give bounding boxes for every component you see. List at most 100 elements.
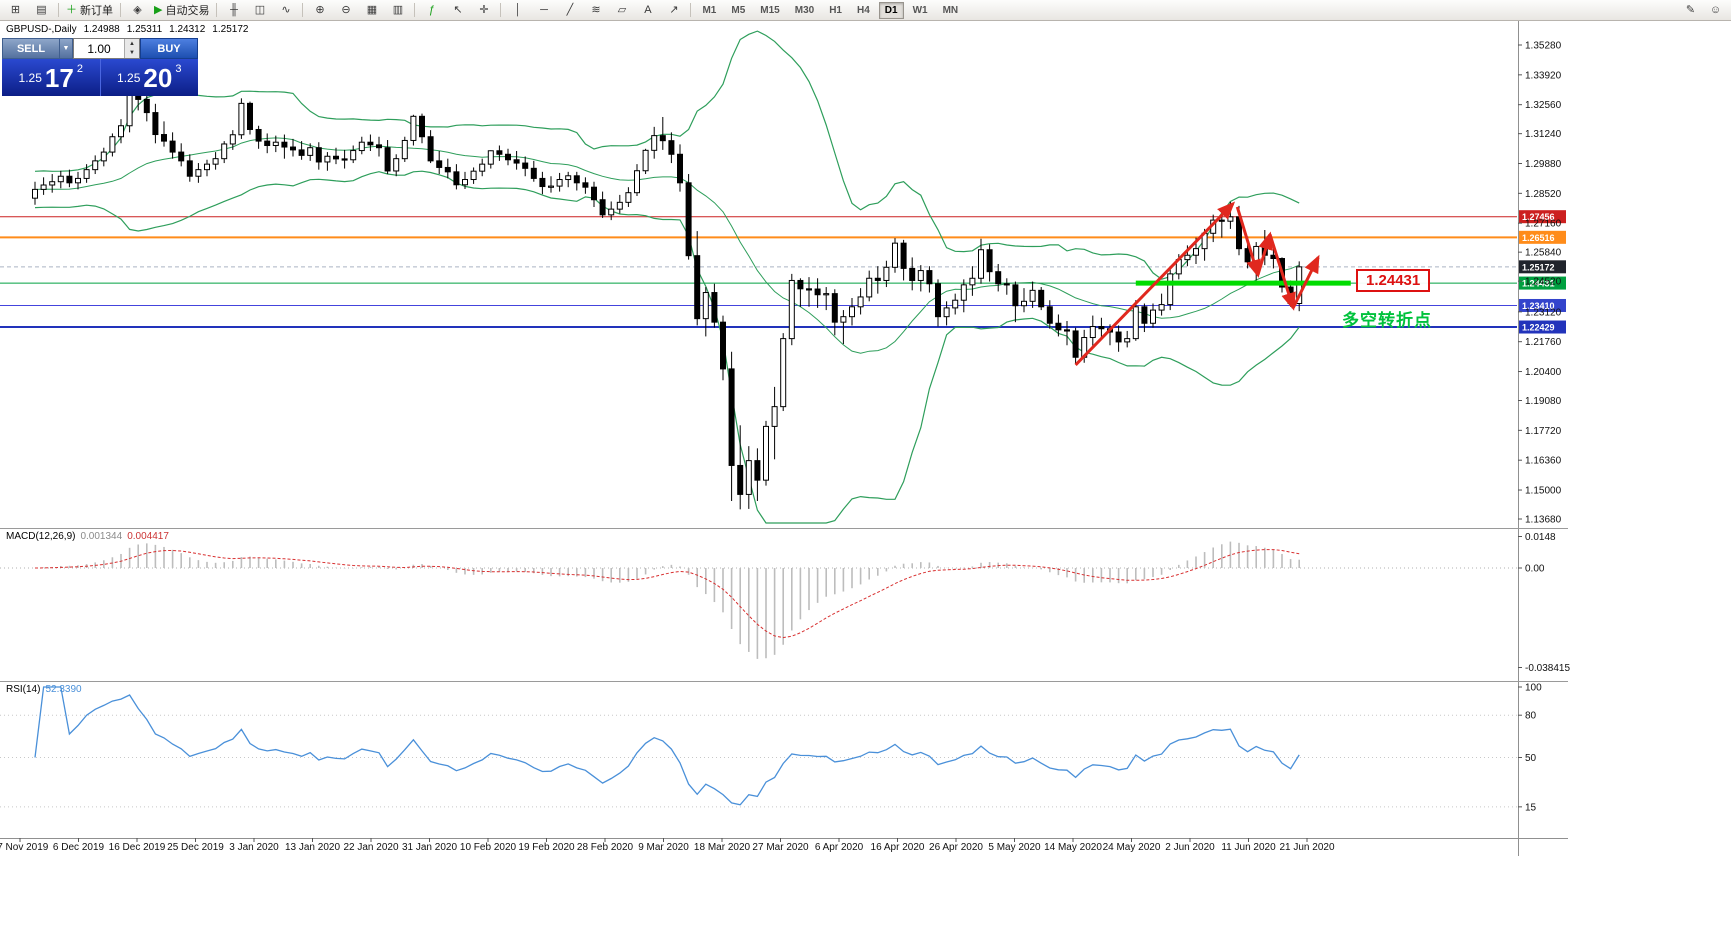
volume-up-button[interactable]: ▲	[125, 39, 139, 49]
quote-low: 1.24312	[169, 24, 206, 35]
fibonacci-icon[interactable]: ≋	[583, 2, 608, 19]
toolbar-separator	[690, 3, 692, 17]
svg-text:1.33920: 1.33920	[1525, 70, 1562, 81]
vertical-line-icon: │	[514, 3, 522, 16]
svg-text:11 Jun 2020: 11 Jun 2020	[1221, 842, 1276, 853]
svg-text:1.15000: 1.15000	[1525, 486, 1562, 497]
price-display: 1.25 17 2 1.25 20 3	[2, 59, 198, 96]
text-icon: A	[644, 3, 652, 16]
new-order-button-label: 新订单	[80, 5, 113, 17]
timeframe-m15[interactable]: M15	[760, 4, 780, 16]
svg-text:22 Jan 2020: 22 Jan 2020	[343, 842, 398, 853]
expert-advisors-icon: ◈	[133, 3, 142, 16]
arrows-icon[interactable]: ↗	[661, 2, 686, 19]
svg-text:100: 100	[1525, 683, 1542, 694]
order-type-dropdown[interactable]: ▼	[60, 38, 73, 59]
crosshair-icon[interactable]: ✛	[471, 2, 496, 19]
cascade-windows-icon: ▥	[392, 3, 404, 16]
autotrading-button[interactable]: ▶ 自动交易	[151, 2, 212, 19]
text-icon[interactable]: A	[635, 2, 660, 19]
buy-price-point: 3	[175, 63, 182, 75]
toolbar-right-icons: ✎ ☺	[1678, 2, 1728, 19]
autotrading-button-label: 自动交易	[165, 5, 210, 17]
timeframe-m30[interactable]: M30	[794, 4, 815, 16]
smiley-icon: ☺	[1709, 3, 1722, 16]
candlestick-icon[interactable]: ◫	[247, 2, 272, 19]
vertical-line-icon[interactable]: │	[505, 2, 530, 19]
timeframe-w1[interactable]: W1	[912, 4, 928, 16]
timeframe-h1[interactable]: H1	[829, 4, 842, 16]
price-level-annotation[interactable]: 1.24431	[1356, 269, 1431, 292]
timeframe-h4[interactable]: H4	[856, 4, 870, 16]
line-chart-icon[interactable]: ∿	[273, 2, 298, 19]
svg-text:1.24431: 1.24431	[1522, 279, 1555, 289]
pencil-icon: ✎	[1685, 3, 1696, 16]
svg-text:25 Dec 2019: 25 Dec 2019	[167, 842, 224, 853]
indicators-icon: ƒ	[428, 3, 436, 16]
new-chart-icon: ⊞	[10, 3, 21, 16]
buy-price-big-figure: 1.25	[117, 70, 141, 85]
rsi-label: RSI(14)	[6, 684, 41, 695]
timeframe-m1[interactable]: M1	[702, 4, 717, 16]
svg-text:21 Jun 2020: 21 Jun 2020	[1279, 842, 1334, 853]
svg-text:0.00: 0.00	[1525, 564, 1545, 575]
shapes-icon[interactable]: ▱	[609, 2, 634, 19]
macd-signal-value: 0.004417	[127, 531, 169, 542]
svg-text:18 Mar 2020: 18 Mar 2020	[694, 842, 751, 853]
trendline-icon[interactable]: ╱	[557, 2, 582, 19]
ohlc-bars-icon[interactable]: ╫	[221, 2, 246, 19]
profiles-icon: ▤	[36, 3, 47, 16]
chart-quote-line: GBPUSD-,Daily 1.24988 1.25311 1.24312 1.…	[6, 24, 248, 35]
sell-button[interactable]: SELL	[2, 38, 60, 59]
tile-windows-icon[interactable]: ▦	[359, 2, 384, 19]
svg-text:1.28520: 1.28520	[1525, 189, 1562, 200]
svg-text:14 May 2020: 14 May 2020	[1044, 842, 1102, 853]
timeframe-mn[interactable]: MN	[942, 4, 959, 16]
zoom-in-icon[interactable]: ⊕	[307, 2, 332, 19]
svg-text:1.22429: 1.22429	[1522, 323, 1555, 333]
macd-main-value: 0.001344	[80, 531, 123, 542]
volume-down-button[interactable]: ▼	[125, 48, 139, 58]
expert-advisors-icon[interactable]: ◈	[125, 2, 150, 19]
svg-text:1.31240: 1.31240	[1525, 129, 1562, 140]
indicators-icon[interactable]: ƒ	[419, 2, 444, 19]
smiley-icon[interactable]: ☺	[1703, 2, 1728, 19]
volume-input[interactable]	[74, 39, 124, 58]
svg-text:26 Apr 2020: 26 Apr 2020	[929, 842, 983, 853]
buy-price[interactable]: 1.25 20 3	[101, 59, 199, 96]
svg-text:10 Feb 2020: 10 Feb 2020	[460, 842, 517, 853]
new-chart-icon[interactable]: ⊞	[3, 2, 28, 19]
svg-text:24 May 2020: 24 May 2020	[1103, 842, 1161, 853]
profiles-icon[interactable]: ▤	[29, 2, 54, 19]
svg-text:1.27456: 1.27456	[1522, 212, 1555, 222]
zoom-out-icon[interactable]: ⊖	[333, 2, 358, 19]
quote-open: 1.24988	[83, 24, 120, 35]
cascade-windows-icon[interactable]: ▥	[385, 2, 410, 19]
horizontal-line-icon[interactable]: ─	[531, 2, 556, 19]
buy-button[interactable]: BUY	[140, 38, 198, 59]
sell-price-point: 2	[76, 63, 83, 75]
new-order-button[interactable]: ＋新订单	[63, 2, 116, 19]
timeframe-m5[interactable]: M5	[731, 4, 746, 16]
shapes-icon: ▱	[617, 3, 627, 16]
autotrading-icon: ▶	[154, 3, 163, 16]
zoom-in-icon: ⊕	[315, 3, 325, 16]
svg-text:80: 80	[1525, 711, 1537, 722]
pivot-point-annotation[interactable]: 多空转折点	[1342, 311, 1432, 330]
fibonacci-icon: ≋	[591, 3, 601, 16]
pencil-icon[interactable]: ✎	[1678, 2, 1703, 19]
svg-text:1.25172: 1.25172	[1522, 262, 1555, 272]
buy-price-pips: 20	[143, 62, 173, 93]
svg-text:27 Nov 2019: 27 Nov 2019	[0, 842, 49, 853]
quote-high: 1.25311	[126, 24, 163, 35]
sell-price[interactable]: 1.25 17 2	[2, 59, 101, 96]
volume-stepper: ▲ ▼	[124, 39, 139, 58]
svg-text:1.24520: 1.24520	[1525, 277, 1562, 288]
cursor-icon[interactable]: ↖	[445, 2, 470, 19]
svg-text:16 Dec 2019: 16 Dec 2019	[109, 842, 166, 853]
dropdown-icon: ▼	[62, 45, 70, 52]
line-chart-icon: ∿	[281, 3, 291, 16]
timeframe-d1[interactable]: D1	[878, 1, 904, 19]
